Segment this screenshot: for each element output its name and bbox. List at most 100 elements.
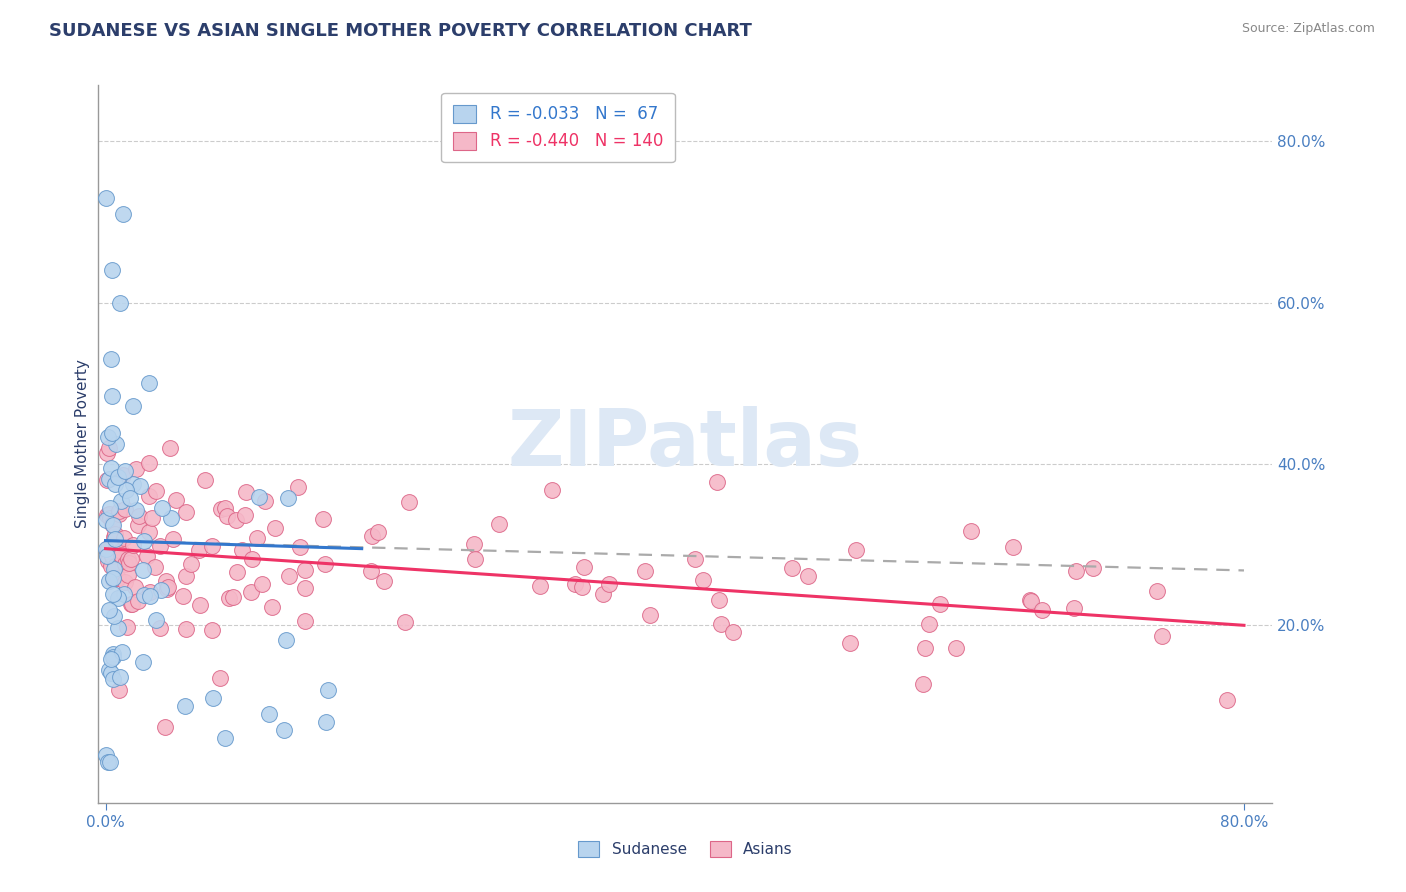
Point: [274, 632, 297, 647]
Y-axis label: Single Mother Poverty: Single Mother Poverty: [75, 359, 90, 528]
Point: [96, 473, 118, 487]
Point: [214, 501, 236, 516]
Point: [108, 504, 131, 518]
Point: [107, 591, 129, 605]
Point: [98, 441, 121, 455]
Point: [125, 503, 148, 517]
Point: [929, 597, 952, 611]
Point: [101, 549, 124, 563]
Point: [312, 511, 335, 525]
Point: [1081, 560, 1104, 574]
Point: [103, 587, 125, 601]
Point: [839, 636, 862, 650]
Point: [96, 543, 118, 558]
Point: [96, 549, 118, 563]
Point: [707, 593, 730, 607]
Point: [97, 543, 120, 558]
Point: [564, 577, 586, 591]
Point: [104, 559, 127, 574]
Point: [103, 562, 125, 576]
Point: [918, 617, 941, 632]
Point: [138, 589, 160, 603]
Point: [264, 521, 287, 535]
Point: [98, 602, 121, 616]
Point: [157, 580, 180, 594]
Point: [1066, 564, 1088, 578]
Point: [634, 565, 657, 579]
Point: [797, 568, 820, 582]
Point: [1021, 594, 1043, 608]
Point: [100, 651, 122, 665]
Point: [100, 511, 122, 525]
Point: [294, 563, 316, 577]
Point: [277, 491, 299, 505]
Point: [541, 483, 564, 497]
Point: [98, 756, 121, 770]
Point: [180, 557, 202, 571]
Point: [174, 505, 197, 519]
Point: [96, 513, 118, 527]
Point: [225, 512, 247, 526]
Point: [162, 533, 184, 547]
Point: [101, 389, 124, 403]
Point: [153, 720, 176, 734]
Point: [101, 425, 124, 440]
Point: [288, 541, 311, 555]
Point: [117, 551, 139, 566]
Point: [214, 731, 236, 746]
Point: [706, 475, 728, 490]
Point: [1150, 629, 1173, 643]
Point: [782, 561, 804, 575]
Point: [1063, 601, 1085, 615]
Point: [97, 554, 120, 568]
Point: [98, 507, 121, 521]
Point: [132, 588, 155, 602]
Point: [598, 577, 620, 591]
Point: [103, 609, 125, 624]
Point: [111, 645, 134, 659]
Point: [96, 541, 118, 556]
Point: [115, 483, 138, 497]
Point: [100, 460, 122, 475]
Point: [110, 548, 132, 562]
Text: ZIPatlas: ZIPatlas: [508, 406, 863, 482]
Point: [108, 670, 131, 684]
Point: [138, 524, 160, 539]
Point: [114, 575, 136, 590]
Point: [231, 543, 253, 558]
Point: [100, 558, 122, 573]
Point: [138, 489, 160, 503]
Point: [128, 509, 150, 524]
Point: [97, 541, 120, 555]
Point: [127, 594, 149, 608]
Legend: Sudanese, Asians: Sudanese, Asians: [572, 835, 799, 863]
Point: [138, 456, 160, 470]
Point: [145, 483, 167, 498]
Point: [149, 582, 172, 597]
Point: [155, 582, 177, 596]
Point: [101, 518, 124, 533]
Point: [1216, 693, 1239, 707]
Point: [125, 461, 148, 475]
Point: [120, 598, 142, 612]
Point: [1018, 593, 1040, 607]
Point: [187, 543, 209, 558]
Point: [96, 191, 118, 205]
Point: [398, 494, 420, 508]
Point: [96, 446, 118, 460]
Point: [294, 581, 316, 595]
Point: [294, 614, 316, 628]
Point: [107, 621, 129, 635]
Point: [101, 263, 124, 277]
Point: [488, 516, 510, 531]
Point: [103, 530, 125, 544]
Point: [259, 707, 281, 722]
Point: [683, 552, 706, 566]
Point: [96, 747, 118, 762]
Point: [710, 616, 733, 631]
Point: [188, 598, 211, 612]
Point: [914, 641, 936, 656]
Point: [252, 577, 274, 591]
Point: [114, 502, 136, 516]
Point: [315, 715, 337, 730]
